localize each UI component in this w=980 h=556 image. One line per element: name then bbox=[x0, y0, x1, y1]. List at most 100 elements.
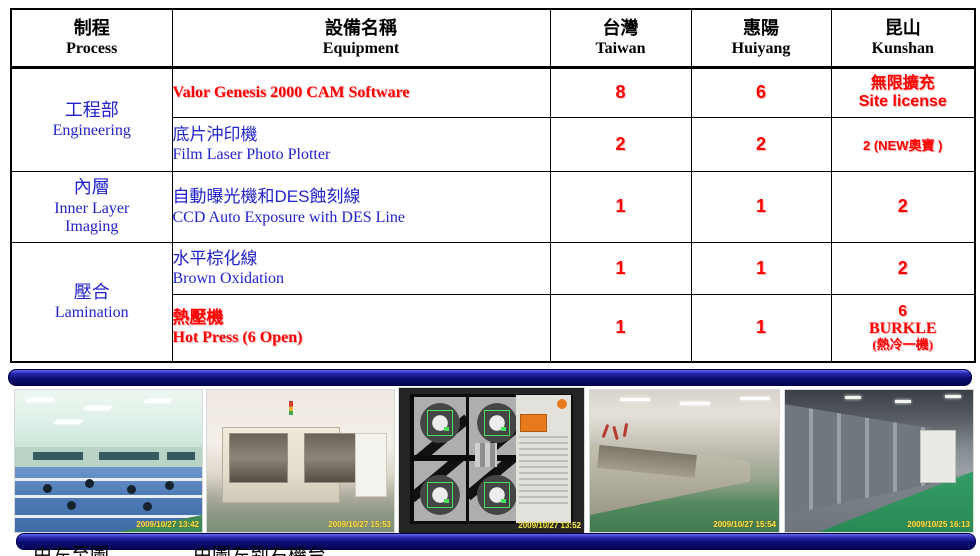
equipment-brown-oxidation-zh: 水平棕化線 bbox=[172, 248, 258, 268]
value-huiyang-hotpress: 1 bbox=[690, 293, 832, 363]
value-taiwan-ccd: 1 bbox=[549, 170, 692, 243]
value-huiyang-brown: 1 bbox=[690, 241, 832, 295]
equipment-brown-oxidation-en: Brown Oxidation bbox=[172, 270, 285, 288]
photo-timestamp: 2009/10/25 16:13 bbox=[907, 520, 970, 529]
process-engineering-en: Engineering bbox=[52, 122, 131, 139]
footer-caption-right: 由圖左到右機台 bbox=[193, 546, 393, 556]
equipment-photo-plotter: 底片沖印機 Film Laser Photo Plotter bbox=[171, 116, 551, 172]
process-engineering: 工程部 Engineering bbox=[10, 66, 173, 172]
photo1-person bbox=[127, 485, 136, 495]
photo3-orange-button bbox=[520, 414, 547, 432]
value-kunshan-hotpress-count: 6 bbox=[898, 303, 908, 321]
process-inner-layer-en1: Inner Layer bbox=[54, 199, 130, 217]
equipment-valor: Valor Genesis 2000 CAM Software bbox=[171, 66, 551, 118]
value-kunshan-hotpress-note: (熱冷一機) bbox=[872, 336, 934, 352]
process-engineering-zh: 工程部 bbox=[64, 99, 119, 120]
photo1-person bbox=[67, 500, 76, 510]
table-row: 熱壓機 Hot Press (6 Open) 1 1 6 BURKLE (熱冷一… bbox=[11, 293, 976, 363]
equipment-ccd-exposure-en: CCD Auto Exposure with DES Line bbox=[172, 208, 405, 226]
value-huiyang-plotter: 2 bbox=[690, 116, 832, 172]
value-kunshan-brown: 2 bbox=[830, 241, 976, 295]
table-row: 內層 Inner Layer Imaging 自動曝光機和DES蝕刻線 CCD … bbox=[10, 170, 976, 243]
value-huiyang-valor: 6 bbox=[690, 66, 832, 118]
equipment-brown-oxidation: 水平棕化線 Brown Oxidation bbox=[171, 241, 551, 295]
value-kunshan-valor: 無限擴充 Site license bbox=[830, 66, 976, 118]
photo-ccd-alignment-monitor: 2009/10/27 13:52 bbox=[399, 388, 584, 533]
header-equipment: 設備名稱 Equipment bbox=[171, 8, 551, 69]
equipment-hot-press-zh: 熱壓機 bbox=[172, 308, 224, 328]
value-huiyang-ccd: 1 bbox=[690, 170, 832, 243]
value-taiwan-plotter: 2 bbox=[549, 116, 692, 172]
photo1-window bbox=[33, 452, 83, 461]
header-huiyang-zh: 惠陽 bbox=[743, 18, 779, 39]
table-row: 底片沖印機 Film Laser Photo Plotter 2 2 2 (NE… bbox=[11, 116, 976, 172]
value-kunshan-valor-zh: 無限擴充 bbox=[870, 74, 935, 92]
equipment-valor-label: Valor Genesis 2000 CAM Software bbox=[172, 83, 410, 101]
equipment-ccd-exposure-zh: 自動曝光機和DES蝕刻線 bbox=[172, 187, 361, 207]
equipment-hot-press: 熱壓機 Hot Press (6 Open) bbox=[171, 293, 551, 363]
photo3-target bbox=[477, 402, 518, 443]
equipment-table: 制程 Process 設備名稱 Equipment 台灣 Taiwan 惠陽 H… bbox=[10, 8, 976, 363]
photo3-calibration-checker bbox=[474, 443, 497, 468]
photo1-window bbox=[99, 452, 159, 461]
header-kunshan-en: Kunshan bbox=[871, 39, 934, 57]
photo3-target bbox=[477, 474, 518, 515]
photo-des-etching-line: 2009/10/27 15:54 bbox=[590, 390, 779, 532]
photo-lamination-line: 2009/10/25 16:13 bbox=[785, 390, 973, 532]
header-taiwan-zh: 台灣 bbox=[602, 18, 639, 39]
photo2-machine-window bbox=[304, 432, 363, 483]
photo2-machine-window bbox=[229, 432, 288, 483]
header-process-zh: 制程 bbox=[73, 18, 110, 39]
photo-timestamp: 2009/10/27 13:42 bbox=[136, 520, 199, 529]
header-process-en: Process bbox=[66, 39, 118, 57]
header-huiyang-en: Huiyang bbox=[731, 39, 791, 57]
header-kunshan: 昆山 Kunshan bbox=[830, 8, 976, 69]
photo-timestamp: 2009/10/27 13:52 bbox=[518, 521, 581, 530]
value-taiwan-brown: 1 bbox=[549, 241, 692, 295]
photo-timestamp: 2009/10/27 15:54 bbox=[713, 520, 776, 529]
table-row: 工程部 Engineering Valor Genesis 2000 CAM S… bbox=[10, 66, 976, 172]
photo-engineering-office: 2009/10/27 13:42 bbox=[15, 390, 202, 532]
value-kunshan-plotter: 2 (NEW奧寶 ) bbox=[830, 116, 976, 172]
process-inner-layer-zh: 內層 bbox=[73, 177, 110, 198]
photo3-logo bbox=[556, 399, 567, 410]
photo1-person bbox=[85, 479, 94, 489]
divider-bar-bottom bbox=[16, 533, 976, 550]
equipment-photo-plotter-zh: 底片沖印機 bbox=[172, 124, 258, 144]
header-huiyang: 惠陽 Huiyang bbox=[690, 8, 832, 69]
equipment-photo-plotter-en: Film Laser Photo Plotter bbox=[172, 146, 331, 164]
process-lamination: 壓合 Lamination bbox=[10, 241, 173, 363]
header-equipment-en: Equipment bbox=[322, 39, 400, 57]
photo3-data-rows bbox=[518, 436, 568, 508]
photo2-signal-tower bbox=[289, 401, 294, 416]
footer-caption-left: 由左至圖 bbox=[33, 546, 153, 556]
photo3-target bbox=[419, 402, 460, 443]
table-row: 壓合 Lamination 水平棕化線 Brown Oxidation 1 1 … bbox=[10, 241, 976, 363]
photo1-cubicles bbox=[15, 466, 202, 532]
photo1-person bbox=[143, 502, 152, 512]
photo-timestamp: 2009/10/27 15:53 bbox=[328, 520, 391, 529]
process-inner-layer-en2: Imaging bbox=[65, 218, 119, 236]
photo2-cabinet bbox=[354, 432, 387, 498]
value-kunshan-ccd: 2 bbox=[830, 170, 976, 243]
photo1-window bbox=[167, 452, 195, 461]
photo3-control-panel bbox=[515, 395, 572, 523]
photo1-person bbox=[43, 483, 52, 493]
header-process: 制程 Process bbox=[10, 8, 173, 69]
process-lamination-en: Lamination bbox=[54, 304, 129, 322]
header-taiwan: 台灣 Taiwan bbox=[549, 8, 692, 69]
divider-bar-top bbox=[8, 369, 972, 386]
equipment-hot-press-en: Hot Press (6 Open) bbox=[172, 329, 303, 347]
process-lamination-zh: 壓合 bbox=[73, 281, 110, 302]
photo5-end-machine bbox=[920, 429, 957, 483]
photo1-person bbox=[165, 480, 174, 490]
value-kunshan-hotpress-brand: BURKLE bbox=[868, 319, 937, 337]
value-kunshan-hotpress: 6 BURKLE (熱冷一機) bbox=[830, 293, 976, 363]
value-kunshan-valor-en: Site license bbox=[858, 92, 947, 110]
process-inner-layer: 內層 Inner Layer Imaging bbox=[10, 170, 173, 243]
photo3-target bbox=[419, 474, 460, 515]
equipment-ccd-exposure: 自動曝光機和DES蝕刻線 CCD Auto Exposure with DES … bbox=[171, 170, 551, 243]
value-taiwan-hotpress: 1 bbox=[549, 293, 692, 363]
header-kunshan-zh: 昆山 bbox=[884, 18, 921, 39]
